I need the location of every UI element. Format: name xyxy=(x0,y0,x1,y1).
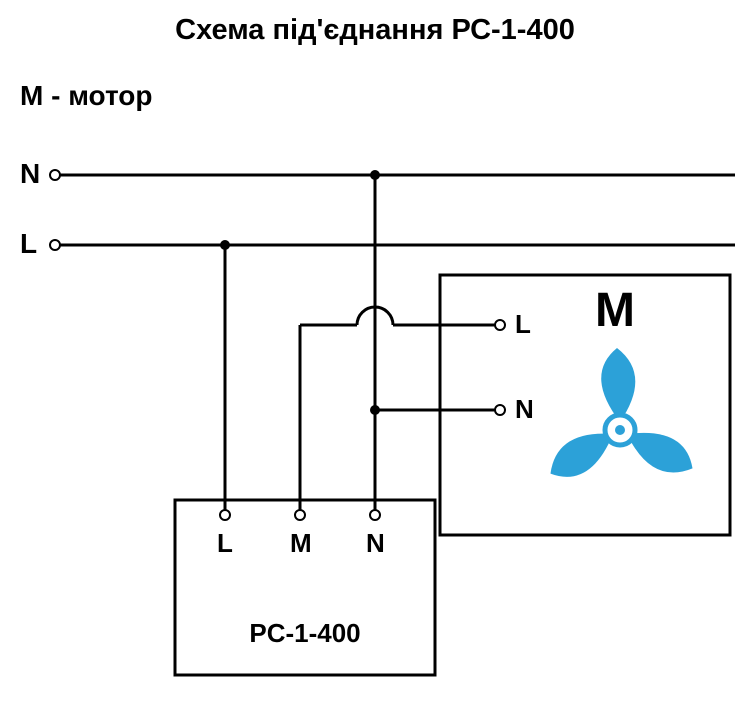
motor-term-label-l: L xyxy=(515,309,531,340)
controller-name: PC-1-400 xyxy=(175,618,435,649)
motor-box xyxy=(440,275,730,535)
controller-term-label-n: N xyxy=(366,528,385,559)
terminal-n-start xyxy=(50,170,60,180)
terminal-l-start xyxy=(50,240,60,250)
diagram-container: Схема під'єднання РС-1-400 М - мотор N L xyxy=(0,0,750,703)
controller-term-m xyxy=(295,510,305,520)
motor-term-label-n: N xyxy=(515,394,534,425)
node-l-tap xyxy=(220,240,230,250)
controller-term-l xyxy=(220,510,230,520)
motor-label: M xyxy=(595,283,635,338)
wiring-svg xyxy=(0,0,750,703)
controller-term-n xyxy=(370,510,380,520)
controller-term-label-l: L xyxy=(217,528,233,559)
controller-term-label-m: M xyxy=(290,528,312,559)
fan-icon xyxy=(541,348,700,487)
node-n-tap xyxy=(370,170,380,180)
motor-term-l xyxy=(495,320,505,330)
motor-term-n xyxy=(495,405,505,415)
